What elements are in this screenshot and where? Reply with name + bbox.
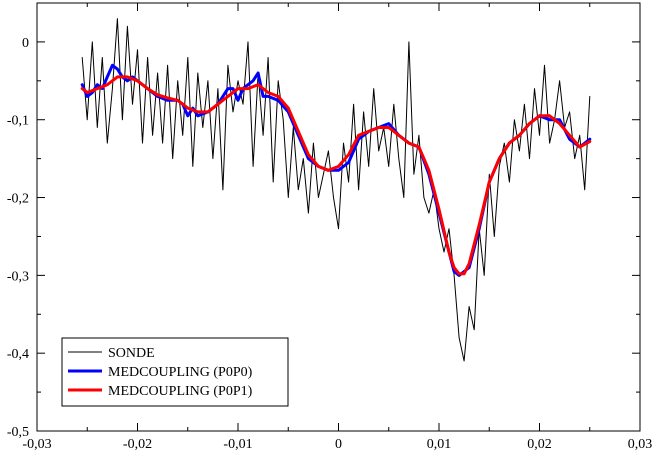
axis-layer: -0,03 -0,02 -0,01 0 0,01 0,02 0,03 0 -0,1 -0,2 -0,…	[7, 2, 653, 452]
x-tick-label: -0,02	[123, 437, 152, 452]
series-line-3	[80, 75, 592, 276]
legend-label: MEDCOUPLING (P0P1)	[108, 384, 253, 399]
series-line-1	[81, 18, 591, 362]
series-layer	[80, 18, 592, 362]
y-tick-label: -0,5	[7, 425, 29, 440]
series-line-2	[80, 63, 592, 277]
x-tick-label: 0,03	[628, 437, 653, 452]
y-tick-label: -0,2	[7, 192, 29, 207]
y-tick-label: 0	[22, 36, 29, 51]
legend-items: SONDE MEDCOUPLING (P0P0) MEDCOUPLING (P0P1…	[68, 346, 253, 399]
x-tick-label: -0,03	[22, 437, 51, 452]
legend: SONDE MEDCOUPLING (P0P0) MEDCOUPLING (P0P1…	[61, 337, 289, 407]
y-tick-label: -0,1	[7, 114, 29, 129]
x-tick-label: 0,01	[427, 437, 452, 452]
x-tick-label: -0,01	[223, 437, 252, 452]
x-tick-label: 0,02	[527, 437, 552, 452]
legend-label: SONDE	[108, 346, 155, 361]
legend-label: MEDCOUPLING (P0P0)	[108, 365, 253, 380]
y-tick-label: -0,4	[7, 347, 29, 362]
x-tick-label: 0	[335, 437, 342, 452]
y-tick-label: -0,3	[7, 269, 29, 284]
